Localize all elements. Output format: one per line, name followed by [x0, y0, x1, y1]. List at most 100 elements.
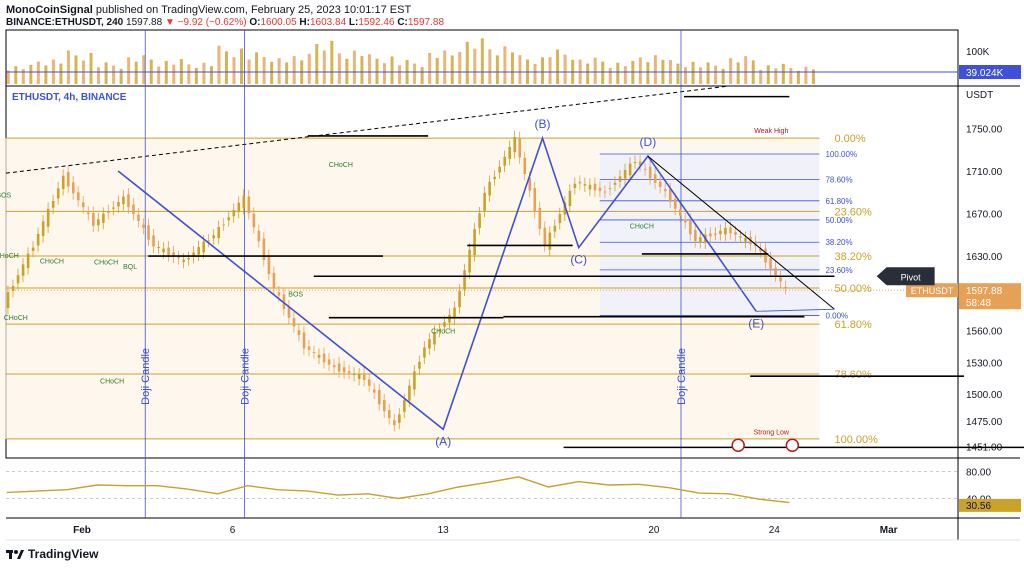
candle-body [127, 194, 130, 208]
candle-body [724, 227, 727, 235]
volume-bar [337, 53, 341, 84]
volume-bar [345, 58, 349, 84]
candle-body [197, 247, 200, 255]
candle-body [217, 227, 221, 238]
close-label: C: [397, 17, 408, 28]
wave-path [117, 135, 757, 431]
candle-body [528, 177, 532, 191]
volume-bar [390, 56, 394, 84]
candle-body [212, 235, 216, 239]
doji-candle-label: Doji Candle [240, 348, 252, 405]
volume-bar [608, 67, 612, 84]
candle-body [11, 285, 15, 291]
structure-label: CHoCH [329, 162, 353, 169]
candle-body [423, 347, 426, 358]
candle-body [648, 166, 652, 179]
volume-bar [352, 50, 356, 84]
candle-body [337, 363, 341, 372]
candle-body [227, 217, 231, 221]
symbol-tag-text: ETHUSDT [911, 286, 954, 296]
wave-label: (E) [748, 316, 764, 330]
candle-body [523, 157, 527, 175]
author-name[interactable]: MonoCoinSignal [6, 4, 93, 16]
tradingview-logo-icon [6, 550, 24, 559]
candle-body [719, 230, 722, 235]
price-tick-label: 1710.00 [966, 167, 1003, 178]
candle-body [448, 314, 451, 323]
triangle-upper-line [647, 155, 835, 310]
candle-body [543, 227, 547, 246]
volume-group [6, 38, 815, 84]
inner-fib-label: 50.00% [825, 216, 852, 225]
high-label: H: [299, 17, 310, 28]
candle-body [739, 236, 742, 238]
wave-label: (C) [570, 253, 587, 267]
candle-body [403, 400, 406, 412]
candle-body [247, 196, 251, 214]
candle-body [488, 181, 491, 196]
candle-body [478, 213, 481, 229]
volume-bar [480, 38, 484, 84]
fib-level-label: 38.20% [835, 251, 873, 263]
volume-bar [119, 68, 123, 84]
time-tick-label: 20 [648, 525, 660, 536]
volume-bar [307, 53, 311, 84]
inner-fib-label: 0.00% [825, 312, 848, 321]
volume-bar [443, 50, 447, 84]
candle-body [46, 208, 50, 227]
candle-body [237, 202, 241, 213]
candle-body [277, 292, 281, 296]
price-tick-label: 1500.00 [966, 390, 1003, 401]
structure-label: CHoCH [100, 379, 124, 386]
candle-body [503, 156, 506, 166]
candle-body [71, 182, 75, 194]
close-value: 1597.88 [407, 17, 445, 28]
candle-body [36, 233, 40, 246]
candle-body [383, 400, 386, 412]
candle-body [588, 184, 592, 190]
volume-bar [646, 62, 650, 84]
candle-body [297, 330, 301, 336]
candle-body [26, 253, 30, 269]
price-tick-label: 1750.00 [966, 125, 1003, 136]
volume-bar [548, 57, 552, 84]
candle-body [82, 202, 85, 208]
candle-body [558, 214, 562, 224]
fib-level-label: 0.00% [835, 133, 866, 145]
candle-body [202, 241, 205, 253]
volume-bar [563, 54, 567, 84]
candle-body [51, 200, 55, 208]
symbol-label: BINANCE:ETHUSDT, 240 [6, 17, 124, 28]
volume-bar [36, 61, 40, 84]
price-tick-label: 1630.00 [966, 252, 1003, 263]
volume-bar [473, 48, 477, 84]
candle-body [418, 361, 421, 369]
volume-bar [172, 64, 176, 84]
fib-level-label: 61.80% [835, 319, 873, 331]
candle-body [92, 213, 95, 226]
candle-body [533, 188, 537, 213]
candle-body [6, 292, 10, 309]
volume-bar [691, 61, 695, 84]
candle-body [167, 247, 170, 255]
volume-tag-bg [959, 65, 1021, 79]
candle-body [729, 227, 732, 234]
candle-body [663, 189, 667, 192]
candle-body [162, 248, 165, 253]
brand-name[interactable]: TradingView [28, 547, 99, 561]
candle-body [172, 252, 175, 257]
volume-bar [360, 56, 364, 84]
candle-body [21, 264, 25, 276]
volume-bar [676, 63, 680, 84]
volume-bar [465, 41, 469, 84]
candle-body [473, 229, 476, 255]
candle-body [734, 232, 737, 235]
open-label: O: [249, 17, 261, 28]
candle-body [709, 233, 712, 237]
candle-body [769, 258, 772, 269]
price-tag-value: 1597.88 [966, 286, 1003, 297]
low-label: L: [348, 17, 359, 28]
volume-bar [766, 65, 770, 84]
volume-bar [292, 56, 296, 84]
